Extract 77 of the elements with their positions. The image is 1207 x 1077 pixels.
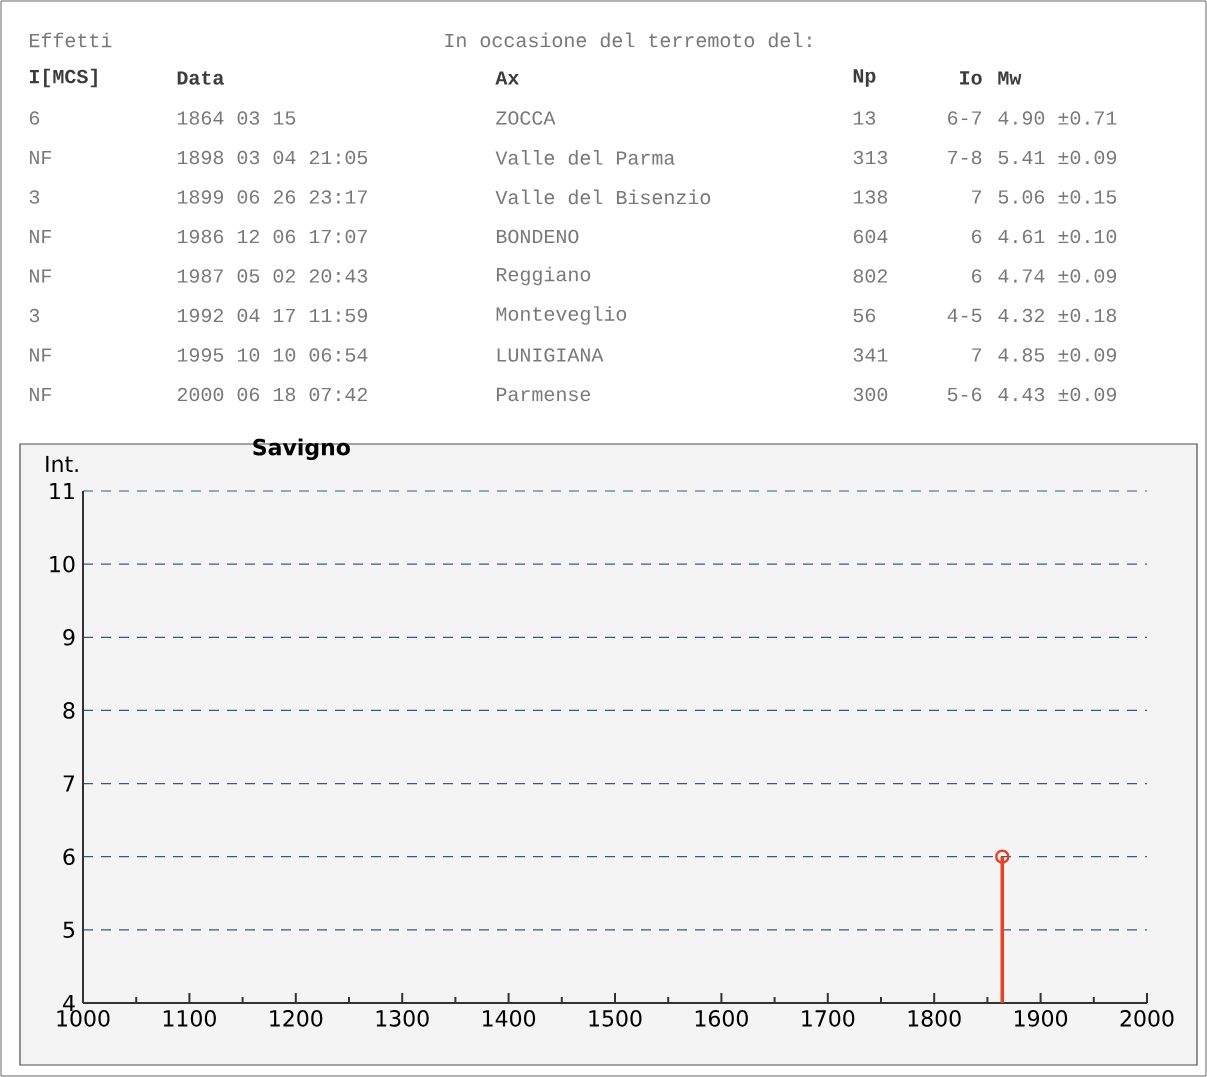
text: LUNIGIANA [497, 348, 604, 362]
text: Io [960, 71, 982, 85]
text: Np [853, 69, 876, 87]
text: 6 [972, 229, 982, 244]
text: 4.43 ±0.09 [998, 387, 1117, 402]
y-tick-label: 5 [63, 921, 75, 939]
text: 313 [853, 150, 888, 165]
x-tick-label: 1200 [270, 1010, 323, 1027]
y-tick-label: 4 [63, 994, 75, 1012]
text: ZOCCA [496, 111, 556, 125]
text: 7-8 [948, 150, 982, 165]
text: 5.06 ±0.15 [998, 190, 1117, 204]
text: 2000 06 18 07:42 [177, 387, 367, 402]
x-tick-label: 1000 [57, 1010, 110, 1027]
text: 4.90 ±0.71 [998, 111, 1117, 125]
text: 1986 12 06 17:07 [177, 229, 367, 244]
text: 6-7 [948, 111, 982, 125]
y-tick-label: 6 [63, 848, 75, 866]
y-tick-label: 9 [63, 628, 75, 646]
text: 4.32 ±0.18 [998, 308, 1117, 323]
text: NF [29, 348, 52, 362]
text: 1992 04 17 11:59 [177, 308, 368, 323]
text: I[MCS] [29, 68, 97, 88]
text: Mw [998, 71, 1022, 85]
text: Data [177, 71, 224, 85]
text: 1864 03 15 [177, 111, 296, 125]
text: 4-5 [947, 308, 982, 323]
y-tick-label: 10 [50, 555, 75, 573]
text: 802 [853, 269, 887, 283]
text: Parmense [496, 387, 591, 402]
x-tick-label: 1600 [695, 1010, 748, 1027]
y-tick-label: 8 [63, 702, 75, 719]
text: NF [29, 150, 52, 165]
y-tick-label: 7 [63, 775, 75, 792]
text: Monteveglio [496, 306, 627, 325]
text: BONDENO [496, 229, 579, 244]
text: In occasione del terremoto del: [445, 32, 811, 48]
text: 341 [853, 348, 888, 362]
x-tick-label: 2000 [1120, 1010, 1174, 1027]
x-tick-label: 1900 [1015, 1010, 1068, 1027]
text: 1899 06 26 23:17 [177, 190, 367, 204]
x-tick-label: 1700 [802, 1010, 855, 1027]
x-tick-label: 1500 [589, 1010, 642, 1027]
text: Valle del Bisenzio [495, 189, 711, 205]
chart-title: Savigno [253, 438, 350, 460]
text: 1987 05 02 20:43 [177, 269, 368, 283]
x-tick-label: 1800 [908, 1010, 961, 1027]
text: NF [29, 269, 52, 283]
text: 1898 03 04 21:05 [177, 150, 368, 165]
text: 1995 10 10 06:54 [177, 348, 368, 362]
text: 7 [972, 348, 982, 362]
x-tick-label: 1100 [163, 1010, 216, 1027]
text: 56 [853, 308, 876, 323]
text: 5-6 [947, 387, 982, 402]
text: NF [29, 387, 52, 402]
text: 604 [853, 229, 888, 244]
text: 138 [853, 190, 888, 204]
text: 4.85 ±0.09 [998, 348, 1117, 362]
x-tick-label: 1300 [376, 1010, 429, 1027]
text: 6 [972, 269, 982, 283]
text: Reggiano [496, 266, 591, 286]
text: 4.74 ±0.09 [998, 269, 1117, 283]
x-tick-label: 1400 [483, 1010, 536, 1027]
text: 6 [29, 111, 40, 125]
text: Effetti [29, 32, 112, 48]
text: NF [29, 229, 52, 244]
y-axis-title: Int. [46, 455, 78, 472]
text: Valle del Parma [495, 150, 675, 165]
text: 4.61 ±0.10 [998, 229, 1117, 244]
text: 3 [29, 190, 40, 204]
y-tick-label: 11 [50, 482, 74, 500]
text: 3 [29, 308, 40, 323]
text: 5.41 ±0.09 [998, 150, 1117, 165]
text: Ax [495, 71, 519, 85]
text: 13 [853, 111, 876, 125]
text: 7 [972, 190, 982, 204]
text: 300 [853, 387, 888, 402]
